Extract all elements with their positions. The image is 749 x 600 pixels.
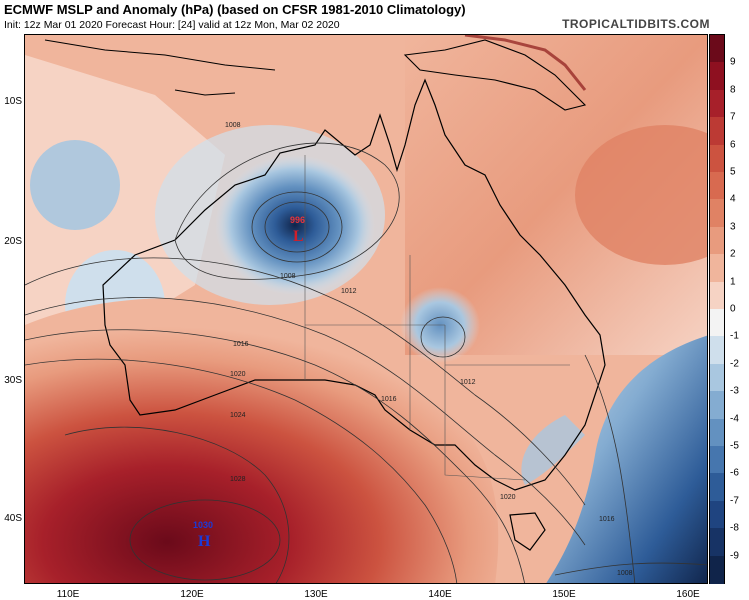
isobar-label: 1008 bbox=[617, 570, 633, 577]
colorbar-cell bbox=[710, 418, 724, 447]
isobar-1016 bbox=[25, 297, 586, 546]
colorbar-tick-label: -9 bbox=[730, 550, 739, 562]
colorbar-tick-label: -5 bbox=[730, 440, 739, 452]
chart-title: ECMWF MSLP and Anomaly (hPa) (based on C… bbox=[4, 2, 466, 17]
colorbar-tick-label: 4 bbox=[730, 193, 736, 205]
colorbar-tick-label: -6 bbox=[730, 467, 739, 479]
lat-label-30s: 30S bbox=[4, 375, 22, 386]
isobar-1020 bbox=[25, 329, 525, 583]
isobar-label: 1016 bbox=[599, 516, 615, 523]
anomaly-colorbar bbox=[709, 34, 725, 584]
high-symbol: H bbox=[198, 533, 211, 550]
colorbar-tick-label: 9 bbox=[730, 56, 736, 68]
lat-label-40s: 40S bbox=[4, 513, 22, 524]
colorbar-cell bbox=[710, 89, 724, 118]
isobar-label: 1012 bbox=[341, 288, 357, 295]
colorbar-tick-label: 2 bbox=[730, 248, 736, 260]
isobar-high-inner bbox=[129, 499, 281, 581]
colorbar-tick-label: -8 bbox=[730, 522, 739, 534]
colorbar-tick-label: 0 bbox=[730, 303, 736, 315]
high-value: 1030 bbox=[193, 520, 213, 530]
colorbar-tick-label: -3 bbox=[730, 385, 739, 397]
lon-label-110e: 110E bbox=[56, 589, 80, 600]
colorbar-tick-label: 5 bbox=[730, 166, 736, 178]
anomaly-map: 1008 1012 1016 1020 1024 1028 1008 1012 … bbox=[24, 34, 708, 584]
colorbar-cell bbox=[710, 199, 724, 228]
isobar-1008-north bbox=[174, 142, 400, 280]
low-value: 996 bbox=[290, 215, 305, 225]
colorbar-cell bbox=[710, 281, 724, 310]
colorbar-cell bbox=[710, 555, 724, 584]
colorbar-tick-label: 3 bbox=[730, 221, 736, 233]
isobar-label: 1008 bbox=[225, 122, 241, 129]
colorbar-tick-label: -7 bbox=[730, 495, 739, 507]
colorbar-cell bbox=[710, 309, 724, 337]
isobar-label: 1012 bbox=[460, 379, 476, 386]
colorbar-tick-label: 6 bbox=[730, 139, 736, 151]
colorbar-cell bbox=[710, 144, 724, 173]
colorbar-cell bbox=[710, 473, 724, 502]
timor-coastline bbox=[174, 89, 236, 96]
anomaly-low-core bbox=[215, 155, 375, 295]
lon-label-150e: 150E bbox=[552, 589, 576, 600]
isobar-inland-low bbox=[420, 316, 466, 358]
indonesia-coastline bbox=[44, 39, 276, 71]
lon-label-120e: 120E bbox=[180, 589, 204, 600]
colorbar-cell bbox=[710, 500, 724, 529]
isobar-label: 1020 bbox=[230, 371, 246, 378]
colorbar-cell bbox=[710, 172, 724, 200]
anomaly-east-core bbox=[575, 125, 707, 265]
low-symbol: L bbox=[293, 228, 304, 245]
isobar-low-mid bbox=[251, 191, 343, 263]
colorbar-tick-label: 8 bbox=[730, 84, 736, 96]
isobar-label: 1016 bbox=[381, 396, 397, 403]
isobar-1024 bbox=[25, 358, 458, 583]
isobar-label: 1016 bbox=[233, 341, 249, 348]
lon-label-160e: 160E bbox=[676, 589, 700, 600]
isobar-south-1008 bbox=[554, 562, 707, 576]
colorbar-cell bbox=[710, 226, 724, 255]
colorbar-tick-label: -2 bbox=[730, 358, 739, 370]
australia-coastline bbox=[102, 78, 606, 491]
colorbar-cell bbox=[710, 35, 724, 63]
new-guinea-highlands bbox=[464, 35, 587, 91]
colorbar-tick-label: -4 bbox=[730, 413, 739, 425]
isobars bbox=[25, 142, 707, 583]
isobar-low-inner bbox=[264, 201, 330, 253]
colorbar-tick-label: 1 bbox=[730, 276, 736, 288]
anomaly-southeast-cool bbox=[546, 335, 707, 583]
colorbar-cell bbox=[710, 117, 724, 146]
isobar-label: 1028 bbox=[230, 476, 246, 483]
colorbar-cell bbox=[710, 62, 724, 91]
lat-label-10s: 10S bbox=[4, 96, 22, 107]
brand-watermark: TROPICALTIDBITS.COM bbox=[562, 17, 710, 31]
anomaly-se-coast-cool bbox=[521, 415, 585, 485]
isobar-1028 bbox=[64, 426, 290, 583]
colorbar-cell bbox=[710, 528, 724, 557]
lon-label-140e: 140E bbox=[428, 589, 452, 600]
isobar-label: 1008 bbox=[280, 273, 296, 280]
anomaly-west-cool bbox=[30, 140, 120, 230]
colorbar-tick-label: 7 bbox=[730, 111, 736, 123]
colorbar-tick-label: -1 bbox=[730, 330, 739, 342]
isobar-label: 1020 bbox=[500, 494, 516, 501]
colorbar-cell bbox=[710, 391, 724, 420]
colorbar-cell bbox=[710, 363, 724, 392]
isobar-east-1016 bbox=[584, 354, 636, 583]
colorbar-cell bbox=[710, 254, 724, 283]
lat-label-20s: 20S bbox=[4, 236, 22, 247]
map-svg: 1008 1012 1016 1020 1024 1028 1008 1012 … bbox=[25, 35, 707, 583]
isobar-label: 1024 bbox=[230, 412, 246, 419]
qld-border bbox=[409, 255, 445, 326]
chart-subtitle: Init: 12z Mar 01 2020 Forecast Hour: [24… bbox=[4, 19, 340, 31]
colorbar-cell bbox=[710, 336, 724, 365]
colorbar-cell bbox=[710, 446, 724, 474]
tasmania-coastline bbox=[509, 512, 546, 551]
anomaly-high-warm bbox=[25, 298, 499, 583]
isobar-1012 bbox=[25, 257, 586, 506]
new-guinea-coastline bbox=[403, 39, 587, 111]
isobar-labels: 1008 1012 1016 1020 1024 1028 1008 1012 … bbox=[225, 122, 633, 577]
vic-border bbox=[444, 365, 526, 481]
lon-label-130e: 130E bbox=[304, 589, 328, 600]
